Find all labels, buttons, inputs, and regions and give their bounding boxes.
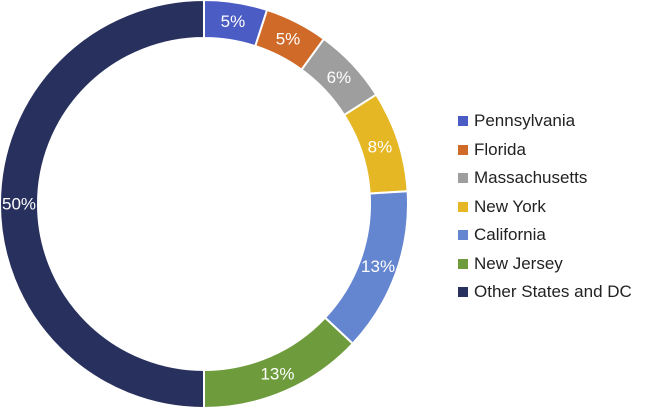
legend-item: Massachusetts: [458, 164, 632, 193]
slice-data-label: 5%: [276, 30, 301, 49]
legend-label: New Jersey: [474, 253, 563, 273]
legend-swatch: [458, 201, 468, 212]
legend-swatch: [458, 230, 468, 241]
chart-legend: Pennsylvania Florida Massachusetts New York…: [458, 107, 632, 307]
legend-item: California: [458, 221, 632, 250]
legend-label: Massachusetts: [474, 168, 588, 188]
slice-data-label: 13%: [361, 257, 395, 276]
legend-label: New York: [474, 196, 546, 216]
legend-label: Florida: [474, 139, 526, 159]
legend-swatch: [458, 173, 468, 184]
legend-item: Florida: [458, 136, 632, 165]
legend-label: California: [474, 225, 546, 245]
legend-item: Pennsylvania: [458, 107, 632, 136]
legend-swatch: [458, 258, 468, 269]
donut-slice-new-jersey: [203, 316, 355, 408]
slice-data-label: 8%: [368, 137, 393, 156]
legend-item: New Jersey: [458, 250, 632, 279]
donut-slice-other-states-and-dc: [0, 0, 205, 408]
slice-data-label: 13%: [260, 364, 294, 383]
legend-label: Pennsylvania: [474, 111, 576, 131]
slice-data-label: 5%: [221, 12, 246, 31]
slice-data-label: 50%: [2, 195, 36, 214]
legend-swatch: [458, 116, 468, 127]
legend-label: Other States and DC: [474, 282, 632, 302]
slice-data-label: 6%: [327, 68, 352, 87]
legend-swatch: [458, 287, 468, 298]
legend-swatch: [458, 144, 468, 155]
legend-item: New York: [458, 193, 632, 222]
legend-item: Other States and DC: [458, 278, 632, 307]
